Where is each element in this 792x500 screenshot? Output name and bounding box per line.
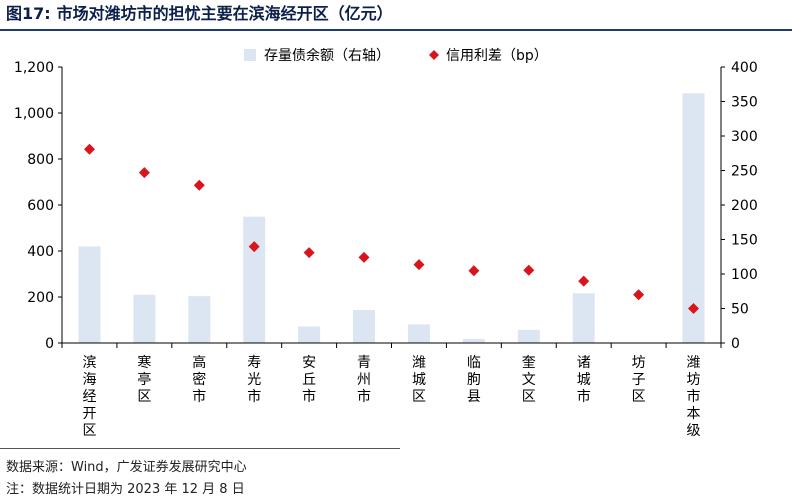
category-label: 潍城区 (412, 355, 426, 405)
left-tick-label: 1,200 (14, 60, 54, 76)
legend-bar-label: 存量债余额（右轴） (264, 47, 390, 64)
right-tick-label: 250 (731, 164, 758, 180)
category-label: 潍坊市本级 (687, 355, 701, 439)
spread-point-2 (138, 167, 150, 179)
spread-point-7 (413, 259, 425, 271)
right-tick-label: 0 (731, 336, 740, 352)
category-label: 坊子区 (632, 355, 646, 405)
category-label: 滨海经开区 (82, 355, 96, 439)
right-tick-label: 100 (731, 267, 758, 283)
spread-point-9 (523, 264, 535, 276)
spread-point-3 (193, 179, 205, 191)
category-label: 安丘市 (302, 355, 316, 405)
legend-bar-swatch (244, 49, 256, 61)
right-tick-label: 200 (731, 198, 758, 214)
figure-title-text: 市场对潍坊市的担忧主要在滨海经开区（亿元） (56, 4, 393, 23)
bar-6 (353, 309, 375, 343)
bar-12 (682, 93, 705, 343)
left-tick-label: 0 (45, 336, 54, 352)
spread-point-8 (468, 265, 480, 277)
category-label: 诸城市 (577, 355, 591, 405)
spread-point-10 (578, 275, 590, 287)
right-tick-label: 350 (731, 95, 758, 111)
right-tick-label: 50 (731, 302, 749, 318)
legend-point-label: 信用利差（bp） (446, 48, 548, 64)
source-note: 数据来源：Wind，广发证券发展研究中心 (6, 460, 247, 475)
category-label: 高密市 (192, 354, 206, 405)
bar-2 (133, 294, 156, 343)
spread-point-5 (303, 247, 315, 259)
figure-title: 图17: 市场对潍坊市的担忧主要在滨海经开区（亿元） (6, 2, 393, 26)
chart: 0 200 400 600 800 1,000 1,200 0 50 100 150 200 250 30… (14, 47, 758, 439)
left-tick-label: 1,000 (14, 106, 54, 122)
bar-4 (243, 216, 266, 343)
left-tick-label: 200 (27, 290, 54, 306)
left-tick-label: 600 (27, 198, 54, 214)
bar-8 (462, 338, 485, 343)
category-label: 青州市 (357, 355, 371, 405)
date-note: 注：数据统计日期为 2023 年 12 月 8 日 (6, 482, 245, 497)
spread-point-6 (358, 251, 370, 263)
title-divider (0, 29, 792, 31)
spread-point-1 (84, 143, 95, 155)
right-tick-label: 150 (731, 233, 758, 249)
bar-7 (408, 324, 430, 343)
spread-point-11 (633, 289, 645, 301)
spread-point-4 (248, 241, 260, 253)
category-label: 寒亭区 (137, 354, 151, 405)
right-tick-label: 300 (731, 129, 758, 145)
left-tick-label: 400 (27, 244, 54, 260)
category-label: 寿光市 (247, 354, 261, 405)
legend-point-swatch (429, 50, 439, 60)
bar-3 (188, 296, 211, 343)
bar-1 (78, 246, 101, 343)
category-label: 临朐县 (467, 355, 481, 405)
bar-5 (298, 326, 321, 343)
category-label: 奎文区 (522, 355, 536, 405)
footer-divider (0, 448, 400, 449)
spread-point-12 (688, 303, 699, 314)
left-tick-label: 800 (27, 152, 54, 168)
right-tick-label: 400 (731, 60, 758, 76)
bar-9 (517, 329, 540, 343)
bar-10 (572, 293, 595, 343)
figure-number: 图17: (6, 4, 51, 23)
